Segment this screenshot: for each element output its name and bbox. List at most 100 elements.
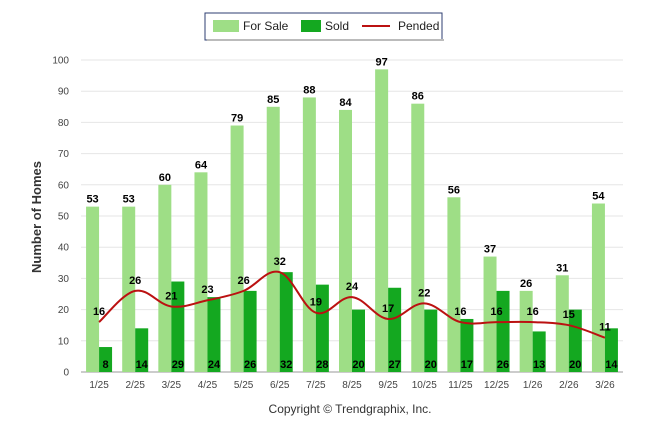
bar-for-sale <box>339 109 352 373</box>
label-for-sale: 53 <box>123 194 135 206</box>
pended-line-layer <box>98 270 606 339</box>
label-pended: 16 <box>527 306 539 318</box>
label-for-sale: 60 <box>159 172 171 184</box>
y-axis-ticks: 0 10 20 30 40 50 60 70 80 90 100 <box>52 56 69 379</box>
label-pended: 32 <box>274 256 286 268</box>
bar-for-sale <box>447 197 461 372</box>
label-pended: 26 <box>129 275 141 287</box>
label-for-sale: 31 <box>556 262 568 274</box>
bar-for-sale <box>230 125 244 373</box>
y-tick-label: 100 <box>52 56 69 67</box>
label-sold: 20 <box>569 359 581 371</box>
bar-sold <box>207 297 221 372</box>
x-tick-label: 2/25 <box>125 380 145 391</box>
label-sold: 26 <box>244 359 256 371</box>
label-pended: 16 <box>93 306 105 318</box>
label-pended: 11 <box>599 322 611 334</box>
label-for-sale: 88 <box>303 84 315 96</box>
label-pended: 23 <box>201 284 213 296</box>
y-tick-label: 30 <box>58 274 70 285</box>
label-for-sale: 85 <box>267 94 279 106</box>
bar-sold <box>388 287 402 372</box>
legend-label-pended: Pended <box>398 19 439 33</box>
x-tick-label: 7/25 <box>306 380 326 391</box>
bar-for-sale <box>375 69 389 373</box>
label-for-sale: 37 <box>484 244 496 256</box>
label-pended: 16 <box>490 306 502 318</box>
label-pended: 26 <box>237 275 249 287</box>
y-tick-label: 50 <box>58 212 70 223</box>
x-tick-label: 10/25 <box>412 380 437 391</box>
label-for-sale: 54 <box>592 191 605 203</box>
label-sold: 8 <box>103 359 109 371</box>
label-for-sale: 64 <box>195 159 208 171</box>
x-tick-label: 11/25 <box>448 380 473 391</box>
x-tick-label: 9/25 <box>378 380 398 391</box>
x-tick-label: 8/25 <box>342 380 362 391</box>
legend-label-for-sale: For Sale <box>243 19 289 33</box>
y-tick-label: 0 <box>63 368 69 379</box>
legend-swatch-for-sale <box>213 20 239 32</box>
y-tick-label: 90 <box>58 87 70 98</box>
bar-for-sale <box>266 106 280 373</box>
x-tick-label: 1/26 <box>523 380 543 391</box>
x-axis-ticks: 1/25 2/25 3/25 4/25 5/25 6/25 7/25 8/25 9/25 10/2… <box>89 380 615 391</box>
label-sold: 29 <box>172 359 184 371</box>
bar-sold <box>135 328 149 372</box>
bar-for-sale <box>302 97 316 372</box>
label-pended: 21 <box>165 290 177 302</box>
label-for-sale: 84 <box>339 97 352 109</box>
bar-for-sale <box>158 184 172 372</box>
bar-sold <box>460 318 474 372</box>
legend-box <box>204 12 443 41</box>
label-sold: 27 <box>389 359 401 371</box>
bar-sold <box>315 284 329 372</box>
y-tick-label: 10 <box>58 336 70 347</box>
bar-for-sale <box>411 103 425 373</box>
legend-swatch-sold <box>301 20 321 32</box>
label-for-sale: 26 <box>520 278 532 290</box>
label-pended: 15 <box>563 309 575 321</box>
bar-for-sale <box>194 172 208 372</box>
x-tick-label: 3/25 <box>162 380 182 391</box>
x-tick-label: 3/26 <box>595 380 615 391</box>
label-pended: 16 <box>454 306 466 318</box>
label-for-sale: 86 <box>412 91 424 103</box>
bar-sold <box>496 290 510 372</box>
bar-sold <box>243 290 257 372</box>
bar-sold <box>424 309 438 372</box>
label-pended: 19 <box>310 297 322 309</box>
x-tick-label: 1/25 <box>89 380 109 391</box>
label-sold: 17 <box>461 359 473 371</box>
label-sold: 14 <box>605 359 618 371</box>
copyright-credit: Copyright © Trendgraphix, Inc. <box>269 402 432 416</box>
pended-line <box>98 270 606 339</box>
label-for-sale: 97 <box>376 56 388 68</box>
bar-sold <box>532 331 546 372</box>
bar-sold <box>99 347 113 372</box>
label-pended: 24 <box>346 281 359 293</box>
label-sold: 13 <box>533 359 545 371</box>
y-axis-title: Number of Homes <box>29 161 44 273</box>
x-tick-label: 6/25 <box>270 380 290 391</box>
bar-sold <box>171 281 185 372</box>
y-tick-label: 60 <box>58 180 70 191</box>
x-tick-label: 12/25 <box>484 380 509 391</box>
label-for-sale: 56 <box>448 184 460 196</box>
label-sold: 24 <box>208 359 221 371</box>
bar-for-sale <box>122 206 136 372</box>
label-sold: 26 <box>497 359 509 371</box>
legend: For Sale Sold Pended <box>204 12 444 41</box>
bar-for-sale <box>519 290 533 372</box>
y-tick-label: 20 <box>58 305 70 316</box>
bar-for-sale <box>591 203 605 372</box>
y-tick-label: 70 <box>58 149 70 160</box>
label-for-sale: 79 <box>231 113 243 125</box>
label-sold: 28 <box>316 359 328 371</box>
data-labels: 53 8 16 53 14 26 60 29 21 64 24 23 79 26 26 85 32 32 88 28 1… <box>86 56 618 371</box>
label-sold: 20 <box>425 359 437 371</box>
y-tick-label: 40 <box>58 243 70 254</box>
legend-shadow <box>207 39 444 41</box>
y-tick-label: 80 <box>58 118 70 129</box>
label-sold: 14 <box>136 359 149 371</box>
